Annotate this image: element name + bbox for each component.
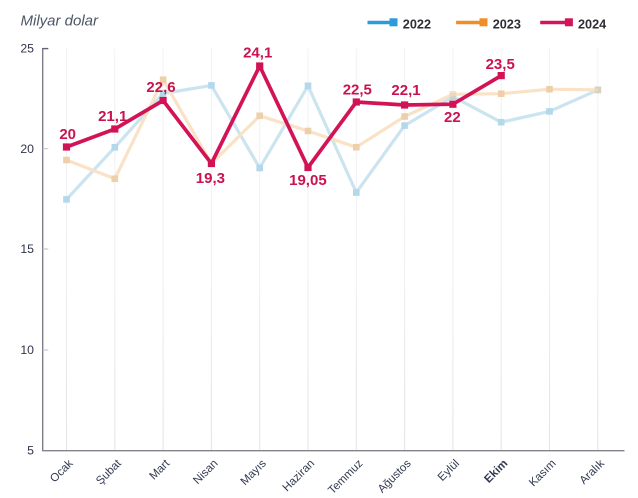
svg-text:Milyar dolar: Milyar dolar: [21, 13, 100, 30]
svg-text:2024: 2024: [578, 18, 606, 32]
svg-text:20: 20: [59, 126, 76, 143]
svg-text:22,6: 22,6: [146, 79, 175, 96]
svg-text:20: 20: [20, 142, 34, 156]
svg-text:22,1: 22,1: [391, 82, 420, 99]
svg-text:10: 10: [20, 343, 34, 357]
svg-text:2022: 2022: [403, 18, 431, 32]
svg-text:24,1: 24,1: [243, 44, 272, 61]
svg-text:22,5: 22,5: [343, 82, 372, 99]
svg-text:22: 22: [444, 109, 461, 126]
svg-text:19,3: 19,3: [196, 170, 225, 187]
svg-text:25: 25: [20, 42, 34, 56]
svg-text:15: 15: [20, 242, 34, 256]
svg-text:2023: 2023: [493, 18, 521, 32]
svg-text:23,5: 23,5: [486, 56, 515, 73]
svg-text:19,05: 19,05: [289, 172, 327, 189]
svg-text:5: 5: [27, 444, 34, 458]
svg-text:21,1: 21,1: [98, 108, 127, 125]
